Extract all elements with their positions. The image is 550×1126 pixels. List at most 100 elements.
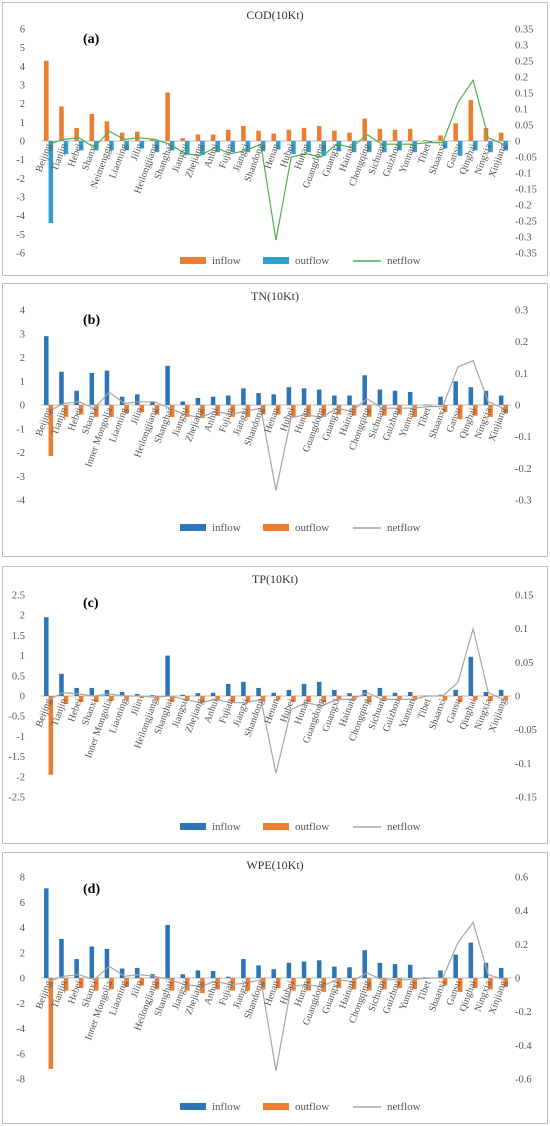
y2-tick-label: -0.1 bbox=[515, 169, 532, 180]
outflow-bar bbox=[291, 696, 296, 703]
inflow-bar bbox=[195, 970, 201, 978]
inflow-bar bbox=[165, 655, 170, 696]
inflow-bar bbox=[241, 126, 246, 141]
outflow-bar bbox=[215, 141, 220, 153]
inflow-bar bbox=[104, 689, 110, 696]
outflow-bar bbox=[139, 978, 145, 986]
outflow-bar bbox=[503, 696, 508, 701]
outflow-bar bbox=[306, 141, 311, 153]
inflow-bar bbox=[332, 395, 337, 405]
y-tick-label: -6 bbox=[16, 1049, 25, 1060]
inflow-bar bbox=[150, 695, 155, 696]
outflow-bar bbox=[427, 141, 433, 142]
inflow-bar bbox=[74, 390, 79, 405]
inflow-bar bbox=[438, 970, 443, 978]
y-tick-label: 1.5 bbox=[12, 631, 25, 642]
outflow-bar bbox=[185, 696, 190, 701]
inflow-bar bbox=[362, 689, 367, 696]
outflow-bar bbox=[63, 696, 69, 705]
outflow-bar bbox=[336, 696, 342, 701]
inflow-bar bbox=[392, 129, 398, 141]
legend-label-outflow: outflow bbox=[295, 255, 329, 267]
inflow-bar bbox=[483, 962, 489, 978]
y2-tick-label: -0.3 bbox=[515, 233, 532, 244]
inflow-bar bbox=[89, 113, 95, 141]
inflow-bar bbox=[438, 396, 443, 405]
y2-tick-label: 0.6 bbox=[515, 873, 528, 884]
inflow-bar bbox=[438, 135, 443, 141]
outflow-bar bbox=[503, 978, 508, 987]
y-tick-label: 3 bbox=[20, 329, 25, 340]
outflow-bar bbox=[397, 405, 402, 415]
inflow-bar bbox=[74, 687, 79, 696]
outflow-bar bbox=[351, 978, 357, 990]
outflow-bar bbox=[63, 141, 69, 155]
chart-svg-tp: TP(10Kt) (c) -2.5 -2 -1.5 -1 -0.5 0 0.5 1 1.5 2 2.5 -… bbox=[8, 572, 537, 833]
inflow-bar bbox=[241, 388, 246, 405]
outflow-bar bbox=[397, 978, 402, 989]
outflow-bar bbox=[427, 405, 433, 406]
outflow-bar bbox=[503, 405, 508, 414]
y-tick-label: 2 bbox=[20, 353, 25, 364]
y-tick-label: 8 bbox=[20, 873, 25, 884]
outflow-bar bbox=[169, 405, 175, 417]
panel-label: (d) bbox=[83, 882, 100, 897]
category-label: Jilin bbox=[129, 697, 145, 717]
legend-swatch-inflow bbox=[180, 1103, 206, 1110]
inflow-bar bbox=[165, 924, 170, 978]
outflow-bar bbox=[185, 978, 190, 991]
y2-tick-label: -0.05 bbox=[515, 725, 537, 736]
inflow-bar bbox=[119, 396, 125, 405]
outflow-bar bbox=[63, 405, 69, 417]
y-tick-label: -2 bbox=[16, 772, 25, 783]
y2-tick-label: 0.25 bbox=[515, 57, 533, 68]
outflow-bar bbox=[442, 141, 448, 149]
outflow-bar bbox=[260, 696, 266, 701]
y2-tick-label: 0 bbox=[515, 137, 520, 148]
outflow-bar bbox=[78, 405, 84, 415]
chart-title: WPE(10Kt) bbox=[246, 858, 303, 872]
outflow-bar bbox=[397, 141, 402, 151]
chart-title: TN(10Kt) bbox=[251, 289, 299, 303]
inflow-bar bbox=[483, 390, 489, 405]
inflow-bar bbox=[225, 395, 231, 405]
outflow-bar bbox=[200, 696, 205, 703]
inflow-bar bbox=[104, 370, 110, 405]
y-tick-label: 5 bbox=[20, 43, 25, 54]
outflow-bar bbox=[473, 141, 478, 151]
inflow-bar bbox=[301, 127, 307, 141]
chart-panel-tn: TN(10Kt) (b) -4 -3 -2 -1 0 1 2 3 4 -0.3 -0.2 -0.1 0 0.1… bbox=[2, 283, 548, 557]
panel-label: (b) bbox=[83, 313, 100, 328]
y-tick-label: -2.5 bbox=[8, 793, 25, 804]
inflow-bar bbox=[256, 393, 261, 405]
outflow-bar bbox=[412, 978, 417, 990]
y-tick-label: 2 bbox=[20, 611, 25, 622]
y2-tick-label: 0.1 bbox=[515, 105, 528, 116]
inflow-bar bbox=[347, 693, 352, 696]
inflow-bar bbox=[362, 375, 367, 405]
y2-tick-label: 0.35 bbox=[515, 25, 533, 36]
chart-panel-tp: TP(10Kt) (c) -2.5 -2 -1.5 -1 -0.5 0 0.5 1 1.5 2 2.5 -… bbox=[2, 566, 548, 844]
inflow-bar bbox=[301, 388, 307, 405]
chart-title: TP(10Kt) bbox=[252, 572, 298, 586]
y2-tick-label: -0.2 bbox=[515, 464, 532, 475]
outflow-bar bbox=[473, 978, 478, 989]
y-tick-label: 2 bbox=[20, 948, 25, 959]
y-tick-label: 0 bbox=[20, 137, 25, 148]
outflow-bar bbox=[139, 405, 145, 413]
y2-tick-label: 0.15 bbox=[515, 89, 533, 100]
outflow-bar bbox=[442, 978, 448, 986]
outflow-bar bbox=[488, 978, 493, 990]
outflow-bar bbox=[139, 141, 145, 149]
y-tick-label: -8 bbox=[16, 1075, 25, 1086]
inflow-bar bbox=[316, 126, 322, 141]
outflow-bar bbox=[412, 141, 417, 153]
inflow-bar bbox=[332, 130, 337, 141]
outflow-bar bbox=[503, 141, 508, 151]
legend-swatch-inflow bbox=[180, 524, 206, 531]
legend-label-inflow: inflow bbox=[212, 255, 241, 267]
inflow-bar bbox=[135, 131, 140, 141]
outflow-bar bbox=[78, 978, 84, 989]
inflow-bar bbox=[119, 132, 125, 141]
outflow-bar bbox=[154, 978, 160, 990]
